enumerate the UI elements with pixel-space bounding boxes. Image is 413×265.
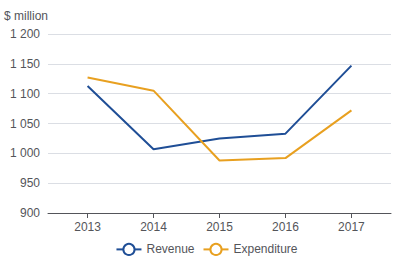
svg-text:2013: 2013 <box>74 220 101 234</box>
svg-text:$ million: $ million <box>4 9 48 23</box>
svg-text:Expenditure: Expenditure <box>233 242 297 256</box>
svg-text:Revenue: Revenue <box>146 242 194 256</box>
svg-text:1 000: 1 000 <box>10 146 40 160</box>
svg-text:1 100: 1 100 <box>10 87 40 101</box>
svg-text:1 050: 1 050 <box>10 117 40 131</box>
svg-text:2014: 2014 <box>140 220 167 234</box>
svg-text:2017: 2017 <box>338 220 365 234</box>
svg-text:2016: 2016 <box>272 220 299 234</box>
svg-text:1 200: 1 200 <box>10 27 40 41</box>
svg-text:950: 950 <box>20 176 40 190</box>
svg-text:2015: 2015 <box>206 220 233 234</box>
svg-text:900: 900 <box>20 206 40 220</box>
svg-text:1 150: 1 150 <box>10 57 40 71</box>
